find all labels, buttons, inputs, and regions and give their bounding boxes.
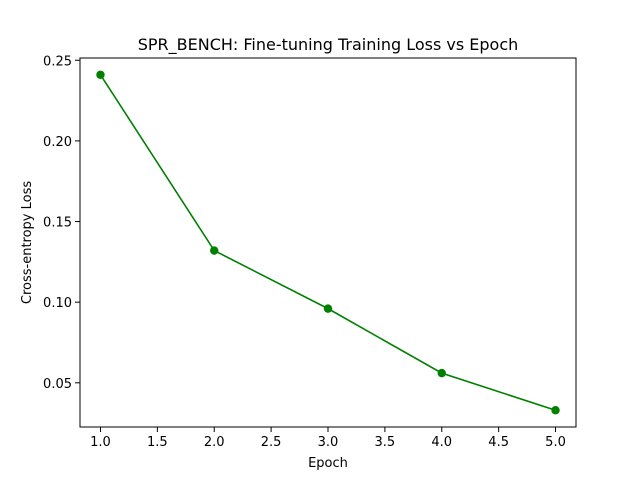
y-tick-label: 0.20 <box>43 135 72 150</box>
x-tick-label: 4.0 <box>431 435 452 450</box>
x-tick-label: 5.0 <box>545 435 566 450</box>
data-point <box>437 368 446 378</box>
data-point <box>551 406 560 415</box>
plot-area: 1.0 1.5 2.0 2.5 3.0 3.5 4.0 4.5 5.0 0.05 0.10 0.15… <box>43 54 577 450</box>
x-tick-label: 2.5 <box>261 435 282 450</box>
y-tick-label: 0.25 <box>43 54 72 69</box>
x-tick-label: 2.0 <box>204 435 225 450</box>
x-tick-label: 3.5 <box>375 435 396 450</box>
x-tick-label: 1.5 <box>147 435 168 450</box>
x-axis-label: Epoch <box>308 456 348 471</box>
x-tick-label: 3.0 <box>318 435 339 450</box>
x-tick-label: 4.5 <box>488 435 509 450</box>
x-axis: 1.0 1.5 2.0 2.5 3.0 3.5 4.0 4.5 5.0 <box>90 427 566 450</box>
y-axis-label: Cross-entropy Loss <box>20 181 35 304</box>
data-point <box>210 246 219 255</box>
axes-frame <box>79 57 577 428</box>
series-line <box>99 74 556 411</box>
data-point <box>323 304 333 313</box>
x-tick-label: 1.0 <box>90 435 111 450</box>
y-tick-label: 0.10 <box>43 296 72 311</box>
data-point <box>96 70 105 79</box>
series-layer <box>96 70 560 415</box>
y-tick-label: 0.05 <box>43 377 72 392</box>
y-tick-label: 0.15 <box>43 216 72 231</box>
chart-title: SPR_BENCH: Fine-tuning Training Loss vs … <box>138 35 519 55</box>
y-axis: 0.05 0.10 0.15 0.20 0.25 <box>43 54 80 392</box>
